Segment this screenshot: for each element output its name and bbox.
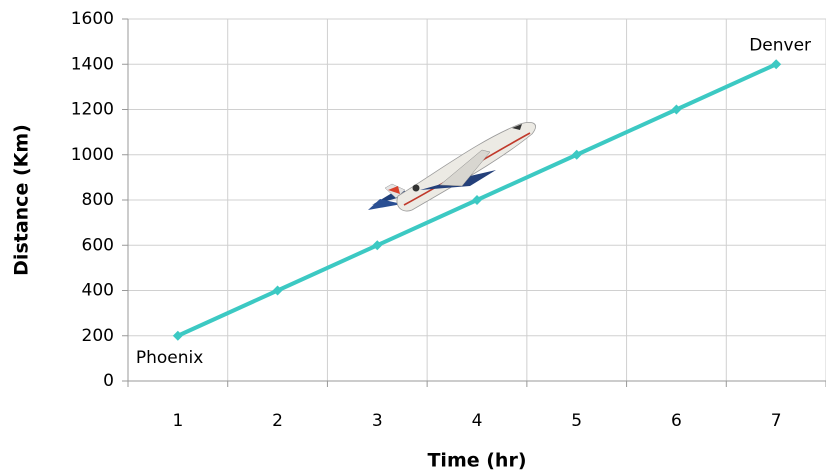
x-tick-label: 3 [372, 411, 383, 431]
x-tick-label: 5 [571, 411, 582, 431]
y-tick-label: 200 [82, 326, 114, 346]
annotation: Phoenix [136, 348, 203, 368]
y-tick-label: 1400 [71, 54, 114, 74]
annotation: Denver [749, 35, 811, 55]
y-tick-label: 1200 [71, 100, 114, 120]
page: Time (hr) Distance (Km) 0 200 400 600 800 100… [0, 0, 826, 473]
airplane-illustration [368, 122, 536, 211]
x-tick-label: 7 [771, 411, 782, 431]
y-tick-label: 600 [82, 235, 114, 255]
x-tick-label: 2 [272, 411, 283, 431]
y-tick-label: 400 [82, 281, 114, 301]
y-axis-title: Distance (Km) [11, 124, 33, 276]
y-tick-label: 0 [103, 371, 114, 391]
x-axis-title: Time (hr) [427, 450, 526, 472]
x-tick-label: 6 [671, 411, 682, 431]
x-tick-label: 4 [472, 411, 483, 431]
chart: Time (hr) Distance (Km) 0 200 400 600 800 100… [0, 0, 826, 473]
y-tick-label: 800 [82, 190, 114, 210]
x-tick-label: 1 [172, 411, 183, 431]
y-tick-label: 1000 [71, 145, 114, 165]
y-tick-label: 1600 [71, 9, 114, 29]
